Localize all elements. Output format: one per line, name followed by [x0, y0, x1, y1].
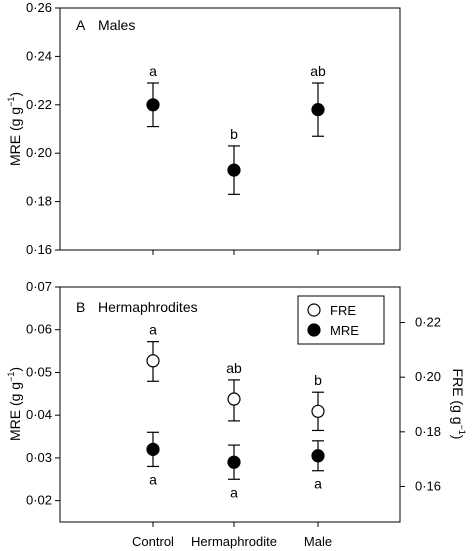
- panel-b-x-axis: Control Hermaphrodite Male: [132, 522, 332, 549]
- y-tick-label: 0·20: [26, 145, 52, 160]
- data-point: [227, 163, 241, 177]
- panel-b-frame: [59, 286, 401, 523]
- panel-a-ylabel-text: MRE (g g: [7, 107, 23, 166]
- y-tick-label: 0·05: [26, 364, 52, 379]
- y2-tick-label: 0·20: [415, 369, 441, 384]
- panel-a-y-axis: 0·16 0·18 0·20 0·22 0·24 0·26: [26, 0, 60, 257]
- significance-letter: a: [149, 471, 157, 487]
- panel-a-title: Males: [98, 17, 135, 33]
- significance-letter: a: [149, 63, 157, 79]
- y-tick-label: 0·18: [26, 194, 52, 209]
- y2-tick-label: 0·18: [415, 424, 441, 439]
- y-tick-label: 0·06: [26, 322, 52, 337]
- legend-fre-label: FRE: [330, 303, 356, 318]
- x-tick-label: Control: [132, 534, 174, 549]
- panel-b-y2-axis: 0·16 0·18 0·20 0·22: [400, 315, 441, 493]
- significance-letter: ab: [226, 360, 242, 376]
- x-tick-label: Male: [304, 534, 332, 549]
- panel-b-title: Hermaphrodites: [98, 299, 198, 315]
- data-point: [227, 392, 241, 406]
- data-point: [311, 449, 325, 463]
- significance-letter: b: [314, 372, 322, 388]
- y-tick-label: 0·26: [26, 0, 52, 15]
- panel-b-y2label-sup: −1: [457, 425, 467, 435]
- data-point: [311, 404, 325, 418]
- y-tick-label: 0·03: [26, 450, 52, 465]
- panel-a-ylabel-close: ): [7, 92, 23, 97]
- y-tick-label: 0·16: [26, 242, 52, 257]
- legend-mre-label: MRE: [330, 323, 359, 338]
- panel-males: A Males MRE (g g−1) 0·16 0·18 0·20 0·22 0·24…: [6, 0, 401, 257]
- y2-tick-label: 0·22: [415, 315, 441, 330]
- y-tick-label: 0·07: [26, 279, 52, 294]
- panel-b-ylabel-sup: −1: [6, 372, 16, 382]
- significance-letter: a: [149, 322, 157, 338]
- panel-b-marks: a ab b a a a: [146, 322, 325, 500]
- y-tick-label: 0·24: [26, 48, 52, 63]
- panel-b-y2label-close: ): [450, 435, 466, 440]
- panel-b-y2label: FRE (g g−1): [450, 369, 467, 440]
- x-tick-label: Hermaphrodite: [191, 534, 277, 549]
- y-tick-label: 0·04: [26, 407, 52, 422]
- panel-a-ylabel: MRE (g g−1): [6, 92, 23, 166]
- significance-letter: ab: [310, 63, 326, 79]
- significance-letter: b: [230, 126, 238, 142]
- panel-b-ylabel-text: MRE (g g: [7, 382, 23, 441]
- panel-b-ylabel-close: ): [7, 367, 23, 372]
- data-point: [146, 98, 160, 112]
- panel-a-letter: A: [76, 17, 86, 33]
- panel-b-ylabel: MRE (g g−1): [6, 367, 23, 441]
- panel-hermaphrodites: B Hermaphrodites MRE (g g−1) FRE (g g−1)…: [6, 279, 467, 549]
- data-point: [227, 455, 241, 469]
- legend: FRE MRE: [297, 295, 385, 345]
- y2-tick-label: 0·16: [415, 478, 441, 493]
- data-point: [146, 442, 160, 456]
- legend-fre-marker: [307, 303, 321, 317]
- legend-mre-marker: [307, 323, 321, 337]
- panel-a-ylabel-sup: −1: [6, 97, 16, 107]
- data-point: [146, 354, 160, 368]
- panel-a-x-axis: [152, 250, 319, 255]
- y-tick-label: 0·22: [26, 97, 52, 112]
- significance-letter: a: [230, 484, 238, 500]
- significance-letter: a: [314, 476, 322, 492]
- panel-b-letter: B: [76, 299, 85, 315]
- data-point: [311, 103, 325, 117]
- panel-b-y-axis: 0·02 0·03 0·04 0·05 0·06 0·07: [26, 279, 60, 508]
- y-tick-label: 0·02: [26, 493, 52, 508]
- panel-b-y2label-text: FRE (g g: [450, 369, 466, 425]
- panel-a-frame: [59, 7, 401, 251]
